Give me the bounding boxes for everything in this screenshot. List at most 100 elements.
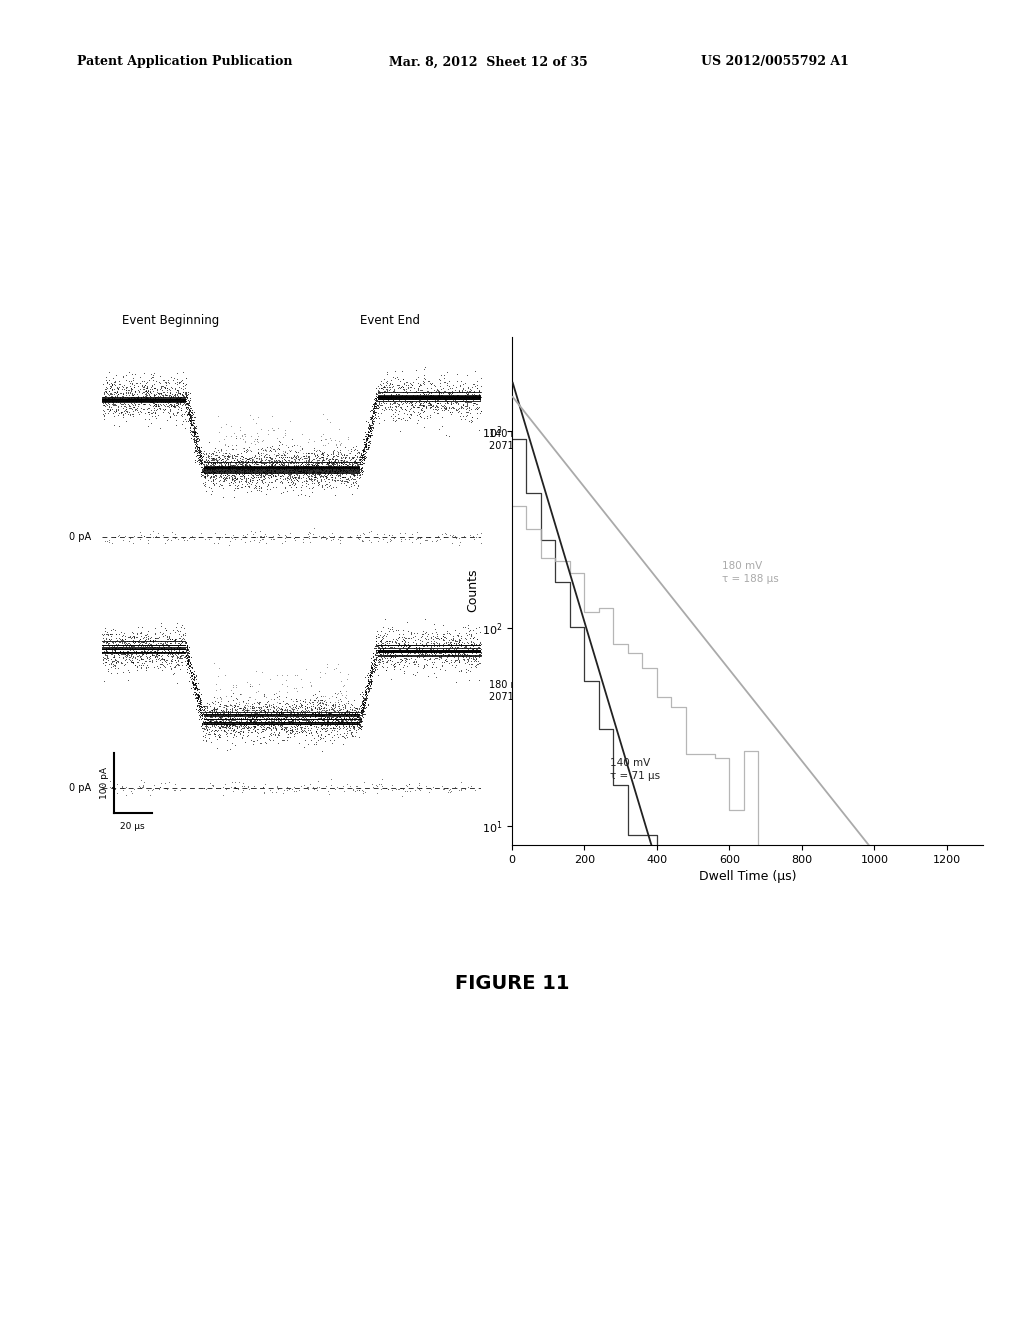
Point <box>159 378 175 399</box>
Point <box>280 463 296 484</box>
Point <box>368 649 384 671</box>
Point <box>366 403 382 424</box>
Point <box>327 450 343 471</box>
Point <box>331 702 347 723</box>
Point <box>109 388 125 409</box>
Point <box>183 673 200 694</box>
Point <box>252 733 268 754</box>
Point <box>110 649 126 671</box>
Point <box>466 626 482 647</box>
Point <box>284 710 300 731</box>
Point <box>189 422 206 444</box>
Point <box>294 457 310 478</box>
Point <box>206 722 222 743</box>
Point <box>120 660 136 681</box>
Point <box>226 697 243 718</box>
Point <box>177 381 194 403</box>
Point <box>245 708 261 729</box>
Point <box>441 642 458 663</box>
Point <box>319 445 336 466</box>
Point <box>312 711 329 733</box>
Point <box>227 438 244 459</box>
Point <box>253 721 269 742</box>
Point <box>206 454 222 475</box>
Point <box>313 727 330 748</box>
Point <box>208 449 224 470</box>
Point <box>212 686 228 708</box>
Point <box>370 649 386 671</box>
Point <box>314 424 331 445</box>
Point <box>420 392 436 413</box>
Point <box>252 715 268 737</box>
Point <box>351 717 368 738</box>
Point <box>190 698 207 719</box>
Point <box>423 642 439 663</box>
Point <box>365 396 381 417</box>
Point <box>183 408 200 429</box>
Point <box>203 447 219 469</box>
Point <box>266 721 283 742</box>
Point <box>119 385 135 407</box>
Point <box>291 708 307 729</box>
Point <box>263 715 280 737</box>
Point <box>169 392 185 413</box>
Point <box>159 636 175 657</box>
Point <box>194 715 210 737</box>
Point <box>290 455 306 477</box>
Point <box>110 644 126 665</box>
Point <box>367 396 383 417</box>
Point <box>259 459 275 480</box>
Point <box>384 616 400 638</box>
Point <box>444 636 461 657</box>
Point <box>453 780 469 801</box>
Point <box>246 693 262 714</box>
Point <box>434 628 451 649</box>
Point <box>425 632 441 653</box>
Point <box>178 642 195 663</box>
Point <box>242 440 258 461</box>
Point <box>252 521 268 543</box>
Point <box>101 628 118 649</box>
Point <box>180 391 197 412</box>
Point <box>147 645 164 667</box>
Point <box>265 698 282 719</box>
Point <box>458 636 474 657</box>
Point <box>186 672 203 693</box>
Point <box>332 434 348 455</box>
Point <box>397 392 414 413</box>
Point <box>353 461 370 482</box>
Point <box>97 393 114 414</box>
Point <box>118 636 134 657</box>
Point <box>275 718 292 739</box>
Point <box>170 643 186 664</box>
Point <box>422 407 438 428</box>
Point <box>175 385 191 407</box>
Point <box>215 467 231 488</box>
Point <box>218 467 234 488</box>
Point <box>432 375 449 396</box>
Point <box>191 686 208 708</box>
Point <box>326 694 342 715</box>
Point <box>292 714 308 735</box>
Point <box>313 709 330 730</box>
Point <box>154 384 170 405</box>
Point <box>187 673 204 694</box>
Point <box>151 648 167 669</box>
Point <box>215 462 231 483</box>
Point <box>357 688 374 709</box>
Point <box>159 378 175 399</box>
Point <box>364 672 380 693</box>
Point <box>339 701 355 722</box>
Point <box>95 647 112 668</box>
Point <box>281 461 297 482</box>
Point <box>309 693 326 714</box>
Point <box>126 635 142 656</box>
Point <box>284 779 300 800</box>
Point <box>404 639 421 660</box>
Point <box>450 624 466 645</box>
Point <box>416 640 432 661</box>
Point <box>210 451 226 473</box>
Point <box>162 400 178 421</box>
Point <box>316 726 333 747</box>
Point <box>438 642 455 663</box>
